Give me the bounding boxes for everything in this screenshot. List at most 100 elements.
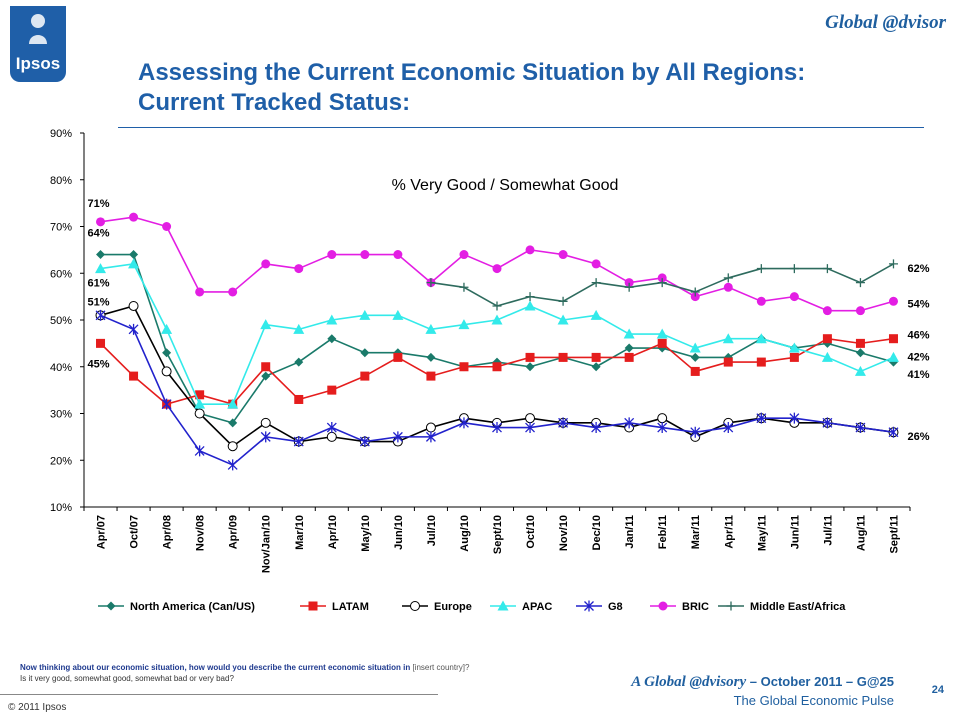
point (161, 366, 172, 377)
point (162, 348, 172, 358)
point (657, 338, 667, 348)
y-tick-label: 50% (50, 315, 72, 327)
point (789, 264, 799, 274)
point (756, 264, 766, 274)
legend-label: North America (Can/US) (130, 601, 255, 613)
data-label: 51% (88, 296, 110, 308)
point (756, 412, 767, 424)
data-label: 62% (907, 263, 929, 275)
point (789, 412, 800, 424)
point (888, 259, 898, 269)
logo-text: Ipsos (15, 54, 61, 73)
point (161, 323, 173, 334)
point (690, 366, 700, 376)
point (623, 328, 635, 339)
legend-item: Europe (402, 601, 472, 613)
point (260, 417, 271, 428)
point (723, 357, 733, 367)
point (195, 390, 205, 400)
point (789, 352, 799, 362)
title-rule (118, 127, 924, 128)
point (162, 222, 172, 231)
series-line (99, 337, 894, 405)
point (855, 422, 866, 434)
y-tick-label: 90% (50, 128, 72, 140)
point (294, 357, 304, 367)
series-line (100, 253, 894, 424)
report-subtitle: The Global Economic Pulse (733, 693, 894, 708)
point (261, 259, 271, 269)
x-tick-label: Apr/08 (162, 515, 174, 549)
point (624, 282, 634, 292)
point (95, 309, 106, 321)
point (558, 417, 569, 429)
x-tick-label: Apr/11 (723, 515, 735, 549)
legend-label: BRIC (682, 601, 709, 613)
copyright: © 2011 Ipsos (8, 702, 67, 713)
point (657, 278, 667, 288)
point (756, 357, 766, 367)
point (194, 445, 205, 457)
series-line (100, 216, 894, 312)
point (789, 292, 799, 302)
point (822, 264, 832, 274)
point (723, 273, 733, 283)
title-line-1: Assessing the Current Economic Situation… (138, 59, 806, 86)
report-italic: A Global @dvisory (631, 674, 747, 690)
question-note: Now thinking about our economic situatio… (20, 662, 660, 684)
title-line-2: Current Tracked Status: (138, 89, 411, 116)
y-tick-label: 60% (50, 268, 72, 280)
x-tick-label: Oct/07 (129, 515, 141, 549)
x-tick-label: Aug/10 (459, 515, 471, 552)
point (426, 352, 436, 362)
point (426, 278, 436, 288)
x-tick-label: Sept/11 (888, 515, 900, 554)
report-name: A Global @dvisory – October 2011 – G@25 (631, 674, 894, 691)
point (459, 250, 469, 260)
legend-item: LATAM (300, 601, 369, 613)
point (326, 431, 337, 442)
point (525, 422, 535, 434)
series-line (100, 314, 894, 466)
data-label: 61% (88, 278, 110, 290)
series-apac (95, 258, 899, 409)
point (855, 278, 865, 288)
line-chart: 10% 20% 30% 40% 50% 60% 70% 80% 90% Apr/07 Oct/07 A… (50, 128, 930, 613)
data-label: 45% (88, 358, 110, 370)
point (887, 351, 899, 362)
point (855, 348, 865, 358)
point (393, 352, 403, 362)
point (855, 338, 865, 348)
point (722, 333, 734, 344)
legend-item: BRIC (650, 601, 709, 613)
point (821, 351, 833, 362)
point (658, 601, 668, 611)
point (393, 250, 403, 260)
point (227, 441, 238, 452)
point (756, 296, 766, 306)
point (788, 342, 800, 353)
x-tick-label: Jun/11 (789, 515, 801, 549)
point (524, 300, 536, 311)
series-north-america-can-us (96, 250, 898, 428)
point (392, 309, 404, 320)
page-number: 24 (931, 684, 944, 696)
point (558, 296, 568, 306)
y-tick-label: 40% (50, 362, 72, 374)
x-tick-label: Oct/10 (525, 515, 537, 549)
x-tick-label: Nov/Jan/10 (261, 515, 273, 573)
point (690, 426, 701, 438)
point (129, 250, 139, 260)
point (327, 334, 337, 344)
legend-label: Europe (434, 601, 472, 613)
point (293, 323, 305, 334)
point (294, 264, 304, 274)
point (294, 394, 304, 404)
point (492, 362, 502, 372)
report-rest: – October 2011 – G@25 (749, 674, 894, 689)
data-label: 42% (907, 351, 929, 363)
point (491, 314, 503, 325)
point (95, 263, 107, 274)
point (106, 601, 116, 611)
point (195, 287, 205, 297)
